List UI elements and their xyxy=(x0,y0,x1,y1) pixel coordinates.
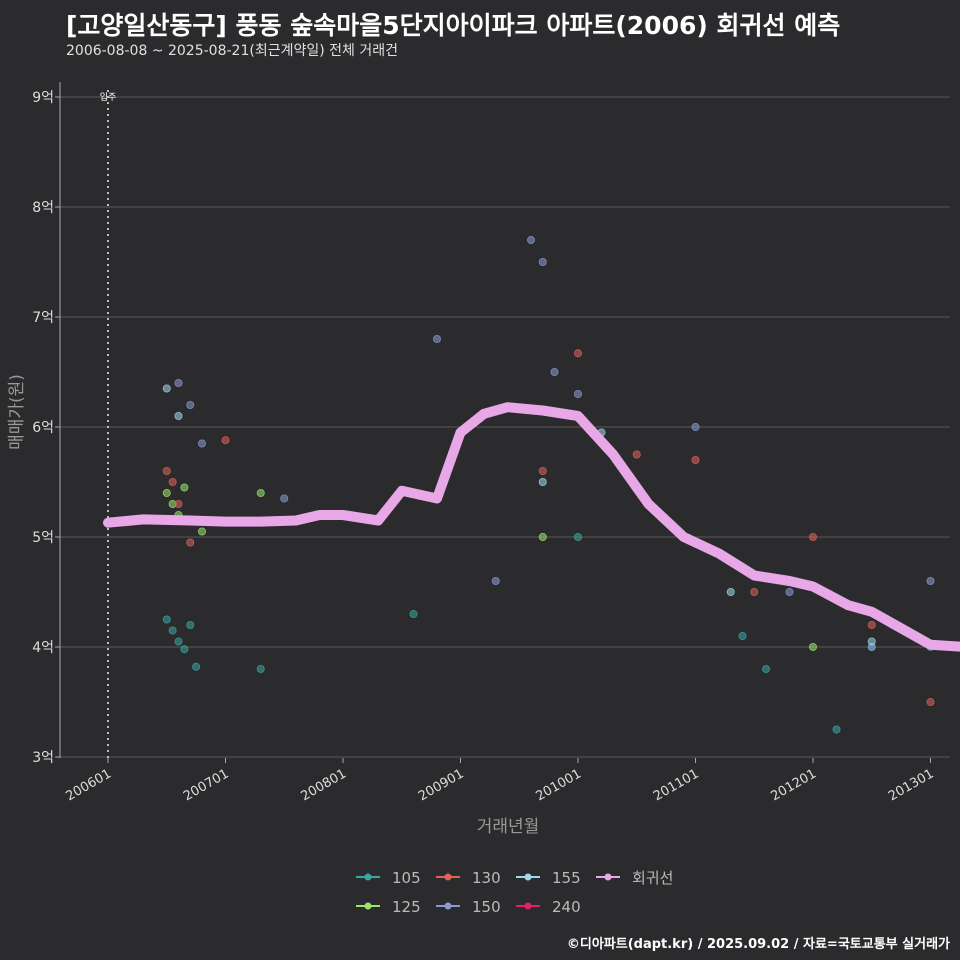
point-150 xyxy=(574,389,583,398)
x-tick-label: 200701 xyxy=(181,766,231,804)
chart-title: [고양일산동구] 풍동 숲속마을5단지아이파크 아파트(2006) 회귀선 예측 xyxy=(66,11,841,40)
point-155 xyxy=(538,477,547,486)
footer-credit: ©디아파트(dapt.kr) / 2025.09.02 / 자료=국토교통부 실… xyxy=(566,937,950,952)
point-105 xyxy=(174,637,183,646)
y-tick-label: 9억 xyxy=(32,90,54,106)
legend-label: 240 xyxy=(552,898,581,916)
point-130 xyxy=(168,477,177,486)
move-in-annotation: 입주 xyxy=(100,90,117,758)
point-125 xyxy=(197,527,206,536)
y-tick-label: 7억 xyxy=(32,310,54,326)
point-130 xyxy=(221,436,230,445)
point-150 xyxy=(432,334,441,343)
chart-subtitle: 2006-08-08 ~ 2025-08-21(최근계약일) 전체 거래건 xyxy=(66,43,398,59)
point-105 xyxy=(180,645,189,654)
x-tick-label: 200801 xyxy=(299,766,349,804)
legend-swatch-dot xyxy=(444,873,452,881)
point-105 xyxy=(168,626,177,635)
y-tick-label: 5억 xyxy=(32,530,54,546)
move-in-label: 입주 xyxy=(100,91,117,103)
y-tick-label: 4억 xyxy=(32,640,54,656)
point-150 xyxy=(491,577,500,586)
grid-lines xyxy=(60,96,950,758)
legend-swatch-dot xyxy=(364,873,372,881)
x-tick-label: 201101 xyxy=(651,766,701,804)
point-130 xyxy=(162,466,171,475)
point-105 xyxy=(162,615,171,624)
point-155 xyxy=(726,588,735,597)
point-130 xyxy=(186,538,195,547)
legend-label: 150 xyxy=(472,898,501,916)
legend-swatch-dot xyxy=(524,873,532,881)
point-125 xyxy=(162,488,171,497)
y-tick-label: 8억 xyxy=(32,200,54,216)
point-105 xyxy=(256,665,265,674)
point-150 xyxy=(280,494,289,503)
y-tick-label: 3억 xyxy=(32,750,54,766)
point-105 xyxy=(192,662,201,671)
legend-swatch-dot xyxy=(524,902,532,910)
legend-label: 130 xyxy=(472,869,501,887)
x-axis-label: 거래년월 xyxy=(477,817,540,837)
regression-path xyxy=(103,402,960,652)
x-tick-label: 201301 xyxy=(886,766,936,804)
point-130 xyxy=(809,533,818,542)
point-130 xyxy=(538,466,547,475)
point-105 xyxy=(762,665,771,674)
point-105 xyxy=(574,533,583,542)
point-125 xyxy=(180,483,189,492)
legend-label: 회귀선 xyxy=(632,869,673,887)
point-130 xyxy=(926,698,935,707)
y-tick-label: 6억 xyxy=(32,420,54,436)
x-tick-label: 201201 xyxy=(769,766,819,804)
point-150 xyxy=(550,367,559,376)
legend: 105 130 155 회귀선 125 150 240 xyxy=(356,869,673,916)
point-150 xyxy=(926,577,935,586)
legend-label: 155 xyxy=(552,869,581,887)
x-tick-label: 200601 xyxy=(64,766,114,804)
point-130 xyxy=(632,450,641,459)
point-105 xyxy=(186,621,195,630)
regression-line xyxy=(103,402,960,652)
point-150 xyxy=(785,588,794,597)
legend-swatch-dot xyxy=(364,902,372,910)
point-125 xyxy=(809,643,818,652)
scatter-points xyxy=(162,235,935,734)
point-125 xyxy=(256,488,265,497)
point-155 xyxy=(174,411,183,420)
y-axis: 3억 4억 5억 6억 7억 8억 9억 xyxy=(32,82,61,766)
point-130 xyxy=(867,621,876,630)
x-tick-label: 201001 xyxy=(534,766,584,804)
point-150 xyxy=(186,400,195,409)
point-150 xyxy=(527,235,536,244)
y-axis-label: 매매가(원) xyxy=(7,374,27,450)
point-105 xyxy=(832,725,841,734)
point-155 xyxy=(867,637,876,646)
legend-swatch-dot xyxy=(604,873,612,881)
point-125 xyxy=(538,533,547,542)
legend-swatch-dot xyxy=(444,902,452,910)
legend-label: 105 xyxy=(392,869,421,887)
x-tick-label: 200901 xyxy=(416,766,466,804)
point-150 xyxy=(538,257,547,266)
x-axis: 200601 200701 200801 200901 201001 201101 2012… xyxy=(64,758,937,804)
point-130 xyxy=(750,588,759,597)
point-130 xyxy=(691,455,700,464)
point-130 xyxy=(174,499,183,508)
point-105 xyxy=(738,632,747,641)
legend-label: 125 xyxy=(392,898,421,916)
point-105 xyxy=(409,610,418,619)
point-155 xyxy=(162,384,171,393)
point-150 xyxy=(174,378,183,387)
point-150 xyxy=(197,439,206,448)
point-130 xyxy=(574,349,583,358)
point-150 xyxy=(691,422,700,431)
